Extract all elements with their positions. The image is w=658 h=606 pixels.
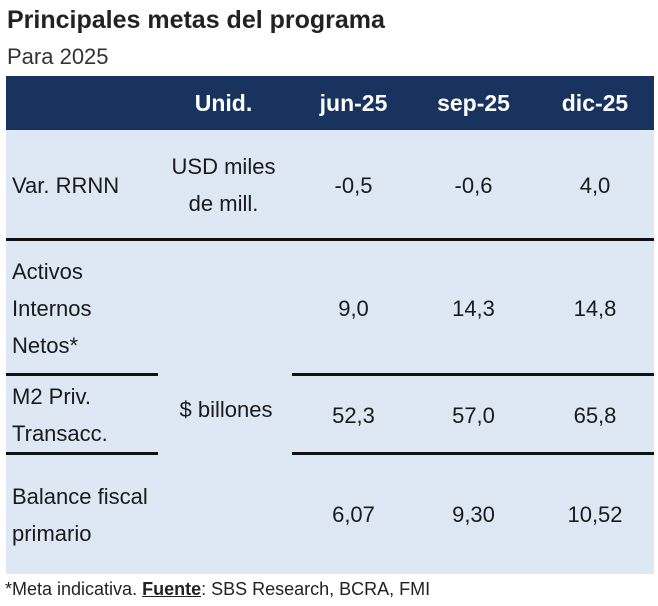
row-unit-billones: $ billones [179,396,273,422]
row-label-rrnn: Var. RRNN [12,172,120,198]
cell-activos-dic: 14,8 [573,295,617,321]
header-jun: jun-25 [319,90,388,116]
cell-balance-sep: 9,30 [452,502,495,527]
cell-m2-jun: 52,3 [332,402,375,428]
cell-rrnn-jun: -0,5 [334,172,373,198]
row-unit-usd: USD miles de mill. [171,154,276,216]
footnote: *Meta indicativa. Fuente: SBS Research, … [5,579,430,600]
cell-activos-jun: 9,0 [338,295,369,321]
cell-balance-jun: 6,07 [332,502,375,527]
page-title: Principales metas del programa [7,6,385,34]
row-label-balance: Balance fiscal primario [12,483,148,546]
cell-activos-sep: 14,3 [452,295,495,321]
footnote-note: *Meta indicativa. [5,579,138,599]
cell-balance-dic: 10,52 [567,502,623,527]
row-divider [292,373,654,376]
cell-m2-dic: 65,8 [573,402,617,428]
cell-rrnn-sep: -0,6 [454,172,493,198]
cell-m2-sep: 57,0 [452,402,495,428]
cell-rrnn-dic: 4,0 [579,172,611,198]
header-unit: Unid. [194,90,253,116]
row-divider [6,452,158,455]
footnote-source: : SBS Research, BCRA, FMI [201,579,431,599]
row-divider [292,452,654,455]
header-sep: sep-25 [437,90,510,116]
goals-table: Unid. jun-25 sep-25 dic-25 Var. RRNN USD… [6,76,654,574]
page-subtitle: Para 2025 [7,44,109,69]
table-header: Unid. jun-25 sep-25 dic-25 [6,76,654,130]
row-label-activos: Activos Internos Netos* [12,258,92,358]
footnote-source-label: Fuente [142,579,202,599]
row-label-m2: M2 Priv. Transacc. [12,384,108,446]
row-divider [6,238,654,241]
header-dic: dic-25 [561,90,629,116]
row-divider [6,373,158,376]
